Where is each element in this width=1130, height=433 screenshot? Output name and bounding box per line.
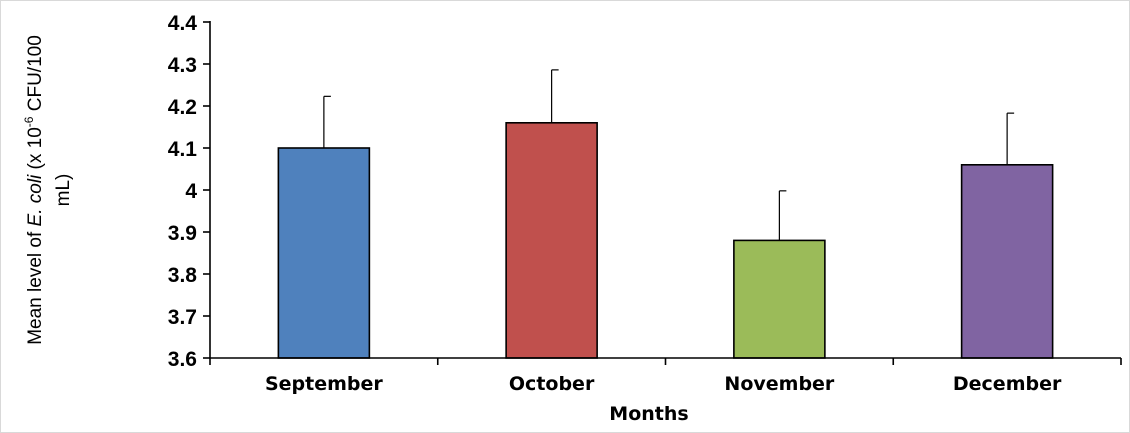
y-tick-label: 4.4 xyxy=(168,12,198,35)
y-tick-label: 4.2 xyxy=(168,96,197,119)
y-axis-title-unit-end: CFU/100 xyxy=(25,35,46,116)
y-tick-label: 4.1 xyxy=(168,138,198,161)
x-tick-label: December xyxy=(953,373,1062,395)
y-axis-title-text: Mean level of xyxy=(25,226,46,344)
y-axis-title-unit: (x 10 xyxy=(25,127,46,175)
y-tick-label: 4.3 xyxy=(168,54,197,77)
axes xyxy=(209,21,1122,365)
y-axis-title: Mean level of E. coli (x 10-6 CFU/100 mL… xyxy=(22,35,74,345)
y-tick-label: 3.9 xyxy=(168,222,197,245)
y-tick-label: 3.6 xyxy=(168,348,197,371)
bars xyxy=(277,69,1054,359)
y-axis-title-organism: E. coli xyxy=(25,174,46,227)
y-tick-label: 4 xyxy=(185,180,197,203)
x-tick-label: September xyxy=(265,373,383,395)
bar-december xyxy=(960,164,1054,359)
y-axis-title-exponent: -6 xyxy=(22,116,36,127)
bar-september xyxy=(277,147,371,359)
x-tick-label: November xyxy=(724,373,835,395)
svg-text:Mean level of E. coli (x 10-6: Mean level of E. coli (x 10-6 CFU/100 xyxy=(22,35,46,345)
y-tick-label: 3.7 xyxy=(168,306,197,329)
x-axis-categories: September October November December xyxy=(265,373,1062,395)
x-tick-label: October xyxy=(509,373,595,395)
y-axis-ticks: 3.6 3.7 3.8 3.9 4 4.1 4.2 4.3 4.4 xyxy=(168,12,210,371)
y-axis-title-line2: mL) xyxy=(53,174,74,207)
bar-october xyxy=(505,122,598,359)
y-tick-label: 3.8 xyxy=(168,264,198,287)
x-axis-title: Months xyxy=(609,403,688,425)
bar-november xyxy=(733,239,826,359)
